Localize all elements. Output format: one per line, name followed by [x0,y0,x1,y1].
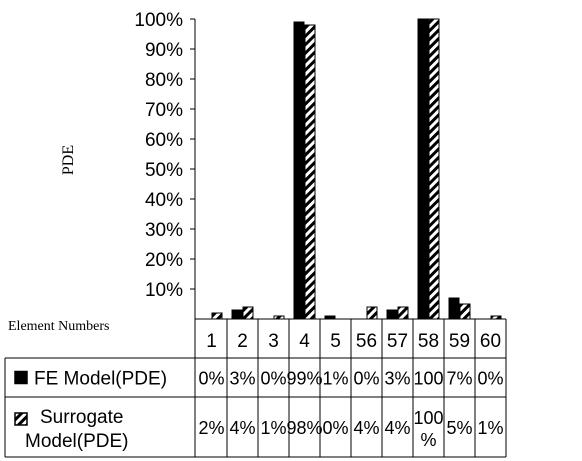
legend-key-fe [14,370,28,385]
data-label: 4% [353,418,379,438]
x-tick-label: 56 [356,331,377,352]
data-label: 99% [286,369,322,389]
data-label: 0% [322,418,348,438]
bar-fe-2 [231,309,243,320]
x-tick-label: 59 [449,331,470,352]
data-label: 3% [384,369,410,389]
data-label: 7% [446,369,472,389]
data-label: 0% [353,369,379,389]
x-tick-label: 5 [330,331,341,352]
data-label: 0% [260,369,286,389]
y-tick-label: 30% [145,220,183,241]
bar-surrogate-60 [490,315,502,320]
y-tick-label: 20% [145,250,183,271]
data-label: 1% [322,369,348,389]
bar-surrogate-57 [397,306,409,320]
bar-surrogate-1 [211,312,223,320]
data-label: 2% [198,418,224,438]
y-tick-label: 40% [145,190,183,211]
x-tick-label: 3 [268,331,279,352]
y-axis-title: PDE [60,145,77,175]
bar-surrogate-2 [242,306,254,320]
data-label: 4% [229,418,255,438]
bar-fe-58 [417,18,429,320]
legend-label: Model(PDE) [25,431,128,452]
data-label: 100 [413,369,443,389]
bar-surrogate-59 [459,303,471,320]
data-label: 3% [229,369,255,389]
y-tick-label: 90% [145,40,183,61]
x-tick-label: 4 [299,331,310,352]
data-label: 1% [260,418,286,438]
data-label: 0% [198,369,224,389]
x-tick-label: 60 [480,331,501,352]
y-tick-label: 50% [145,160,183,181]
data-label: 1% [477,418,503,438]
bar-surrogate-58 [428,18,440,320]
bar-fe-4 [293,21,305,320]
x-tick-label: 58 [418,331,439,352]
data-label: 100 [413,408,443,428]
data-label: % [420,430,436,450]
bar-fe-5 [324,315,336,320]
x-tick-label: 57 [387,331,408,352]
y-tick-label: 10% [145,280,183,301]
y-tick-label: 100% [134,10,183,31]
x-tick-label: 2 [237,331,248,352]
bars [211,18,502,320]
data-label: 5% [446,418,472,438]
y-tick-label: 70% [145,100,183,121]
bar-fe-59 [448,297,460,320]
y-axis: 100% 90% 80% 70% 60% 50% 40% 30% 20% 10% [134,10,506,320]
y-tick-label: 60% [145,130,183,151]
bar-fe-57 [386,309,398,320]
legend-label: FE Model(PDE) [34,369,167,390]
bar-surrogate-56 [366,306,378,320]
x-axis-title: Element Numbers [8,319,109,334]
bar-surrogate-3 [273,315,285,320]
x-tick-label: 1 [206,331,217,352]
legend-key-surrogate [14,412,28,426]
data-label: 4% [384,418,410,438]
legend-label: Surrogate [40,407,123,428]
y-tick-label: 80% [145,70,183,91]
bar-surrogate-4 [304,24,316,320]
data-label: 98% [286,418,322,438]
data-label: 0% [477,369,503,389]
